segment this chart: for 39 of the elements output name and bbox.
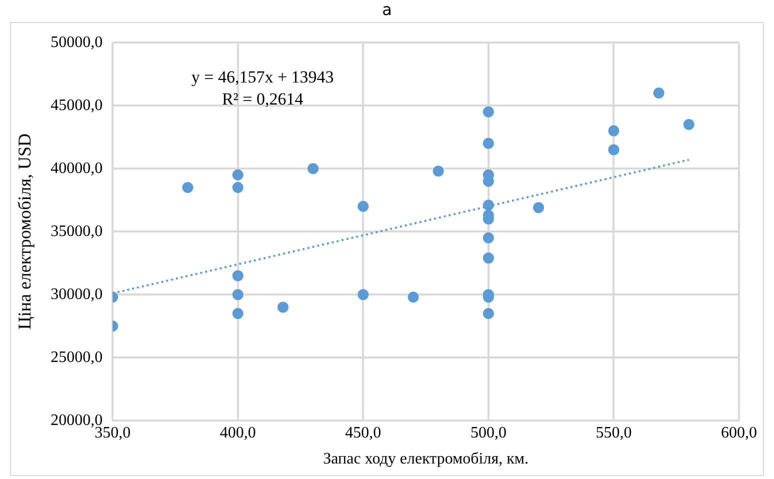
point [408, 292, 419, 303]
annotation: y = 46,157x + 13943 [191, 68, 334, 87]
point [482, 232, 494, 244]
point [232, 308, 244, 319]
point [232, 182, 244, 193]
point [308, 163, 319, 174]
point [482, 308, 494, 319]
point [232, 169, 244, 180]
x-axis-title: Запас ходу електромобіля, км. [323, 450, 528, 468]
y-tick-label: 45000,0 [50, 96, 103, 114]
point [277, 302, 288, 313]
point [533, 202, 544, 214]
y-axis-title: Ціна електромобіля, USD [14, 134, 35, 330]
point [653, 88, 664, 98]
point [432, 166, 444, 177]
y-tick-label: 30000,0 [50, 286, 103, 303]
x-tick-label: 450,0 [345, 424, 382, 442]
point [358, 289, 369, 300]
point [608, 125, 620, 136]
x-tick-label: 600,0 [721, 424, 757, 442]
point [232, 289, 244, 300]
point [358, 200, 369, 212]
point [482, 200, 494, 211]
annotation: R² = 0,2614 [222, 90, 304, 109]
x-tick-label: 400,0 [220, 424, 256, 442]
x-tick-label: 500,0 [470, 424, 506, 442]
y-tick-label: 50000,0 [50, 34, 103, 51]
point [608, 144, 620, 156]
point [482, 252, 494, 264]
point [482, 138, 494, 149]
y-tick-label: 35000,0 [50, 222, 103, 240]
x-tick-label: 550,0 [596, 424, 632, 442]
point [232, 270, 244, 282]
point [182, 182, 194, 193]
point [683, 119, 694, 130]
chart-title: a [381, 0, 393, 19]
point [482, 106, 494, 118]
y-tick-label: 25000,0 [50, 348, 103, 366]
y-tick-label: 40000,0 [50, 160, 103, 177]
